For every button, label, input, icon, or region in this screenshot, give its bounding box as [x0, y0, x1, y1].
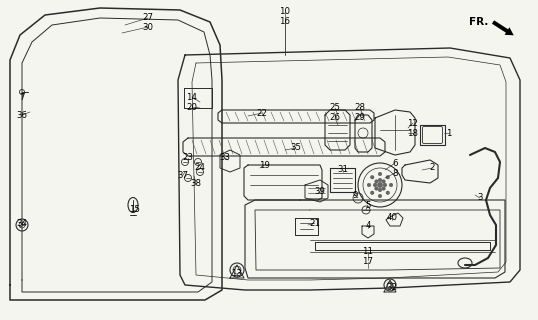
Text: 29: 29 — [355, 114, 365, 123]
Text: 28: 28 — [355, 103, 365, 113]
Text: 27: 27 — [143, 13, 153, 22]
Text: 26: 26 — [329, 114, 341, 123]
Text: 23: 23 — [182, 154, 194, 163]
Circle shape — [389, 183, 393, 187]
Circle shape — [378, 194, 382, 198]
Circle shape — [386, 191, 390, 195]
Text: 20: 20 — [187, 102, 197, 111]
Text: FR.: FR. — [469, 17, 488, 27]
Text: 18: 18 — [407, 129, 419, 138]
FancyArrow shape — [492, 20, 514, 35]
Text: 24: 24 — [195, 164, 206, 172]
Text: 34: 34 — [17, 219, 27, 228]
Circle shape — [374, 180, 378, 183]
Circle shape — [378, 172, 382, 176]
Text: 37: 37 — [178, 171, 188, 180]
Text: 10: 10 — [280, 7, 291, 17]
Circle shape — [382, 187, 385, 190]
Circle shape — [378, 182, 383, 188]
Text: 9: 9 — [352, 190, 358, 199]
Text: 5: 5 — [365, 201, 371, 210]
Text: 21: 21 — [309, 219, 321, 228]
Text: 11: 11 — [363, 247, 373, 257]
Circle shape — [382, 180, 385, 183]
Text: 7: 7 — [19, 92, 25, 101]
Text: 14: 14 — [187, 92, 197, 101]
Text: 40: 40 — [386, 213, 398, 222]
Text: 17: 17 — [363, 258, 373, 267]
Text: 31: 31 — [337, 165, 349, 174]
Text: 4: 4 — [365, 220, 371, 229]
Text: 22: 22 — [257, 108, 267, 117]
Text: 1: 1 — [446, 129, 452, 138]
Text: 25: 25 — [329, 103, 341, 113]
Text: 15: 15 — [130, 205, 140, 214]
Text: 16: 16 — [280, 18, 291, 27]
Text: 38: 38 — [190, 179, 202, 188]
Text: 32: 32 — [386, 283, 398, 292]
Text: 39: 39 — [315, 188, 325, 196]
Circle shape — [383, 183, 387, 187]
Text: 19: 19 — [259, 161, 270, 170]
Text: 33: 33 — [220, 154, 230, 163]
Text: 35: 35 — [291, 143, 301, 153]
Circle shape — [378, 188, 382, 192]
Text: 13: 13 — [231, 268, 243, 277]
Circle shape — [371, 191, 374, 195]
Text: 30: 30 — [143, 22, 153, 31]
Circle shape — [386, 175, 390, 179]
Text: 12: 12 — [407, 118, 419, 127]
Circle shape — [373, 183, 377, 187]
Circle shape — [367, 183, 371, 187]
Circle shape — [374, 187, 378, 190]
Text: 2: 2 — [429, 164, 435, 172]
Circle shape — [378, 178, 382, 182]
Text: 3: 3 — [477, 194, 483, 203]
Text: 6: 6 — [392, 158, 398, 167]
Circle shape — [371, 175, 374, 179]
Text: 8: 8 — [392, 169, 398, 178]
Text: 36: 36 — [17, 110, 27, 119]
